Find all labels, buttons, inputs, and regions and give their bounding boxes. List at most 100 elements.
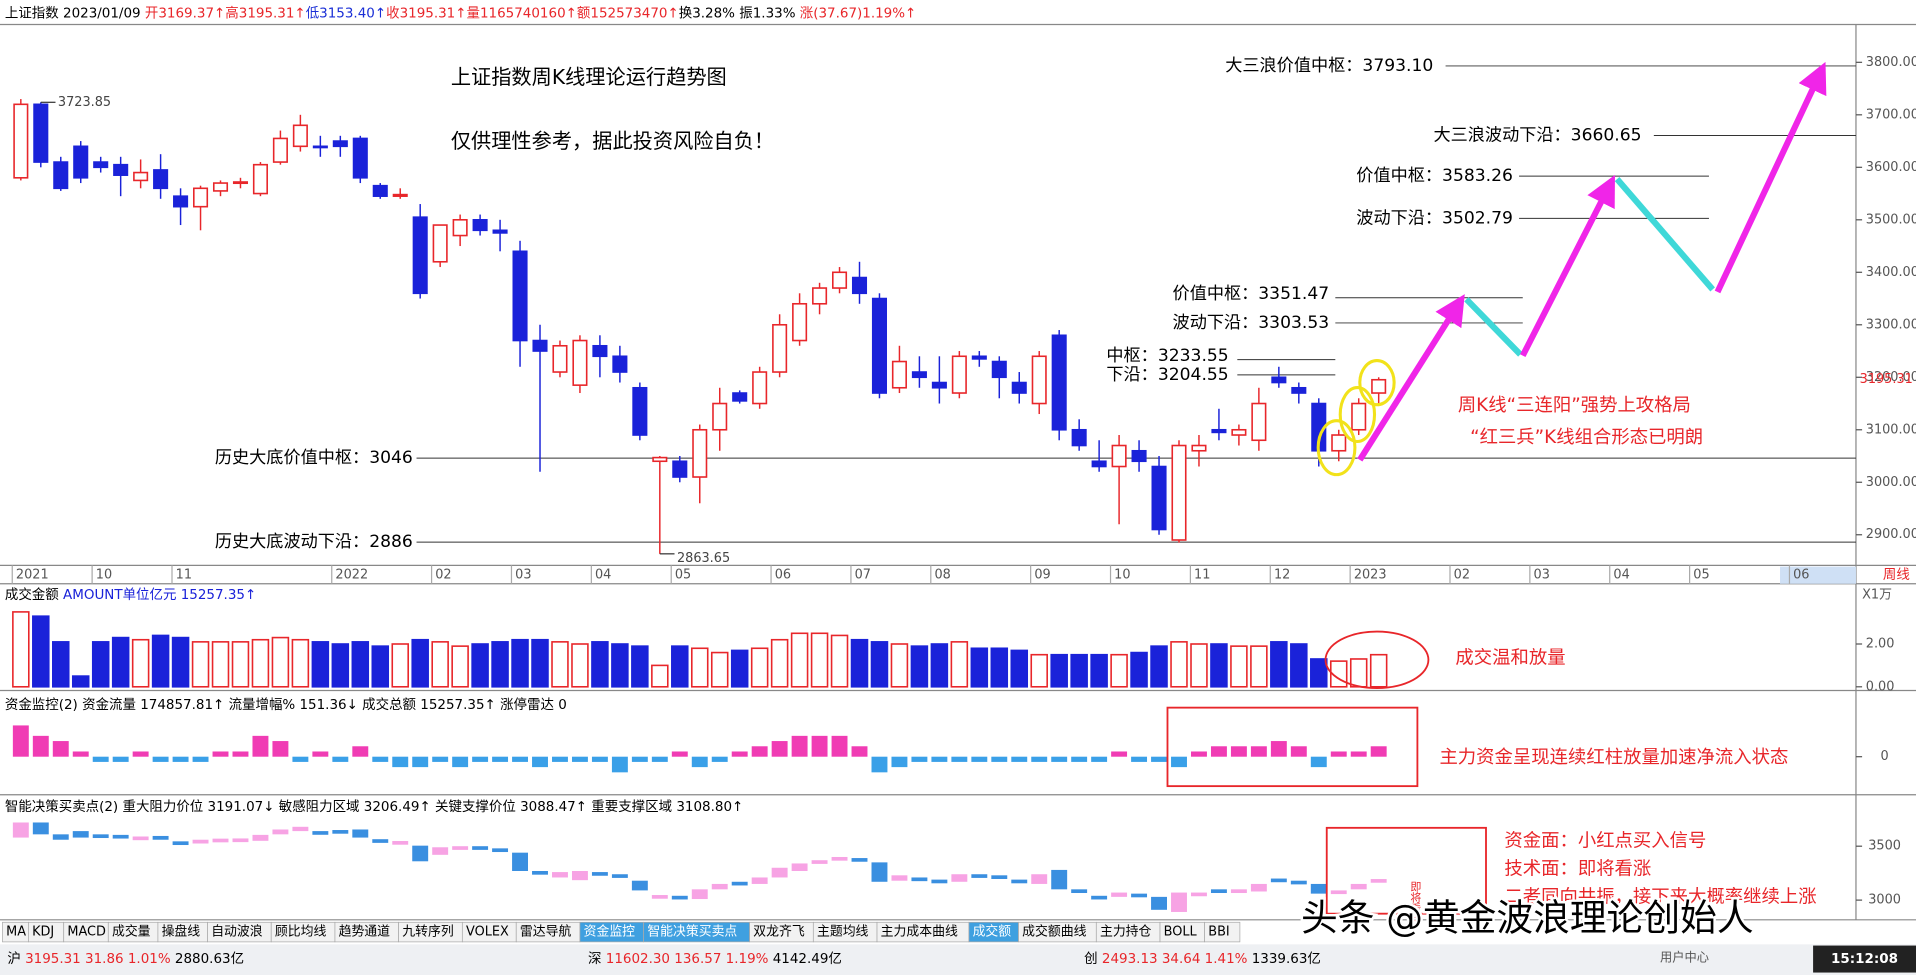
- y-tick-label: 3500.00: [1866, 212, 1916, 227]
- x-tick-label: 07: [855, 568, 871, 583]
- candle-body: [1091, 460, 1107, 468]
- tab[interactable]: [1204, 921, 1241, 943]
- decision-bar: [851, 858, 868, 862]
- volume-bar: [750, 647, 769, 688]
- tab-label[interactable]: 主题均线: [817, 925, 869, 940]
- tab-label[interactable]: 趋势通道: [339, 924, 391, 940]
- volume-bar: [271, 636, 290, 688]
- tab-label[interactable]: 自动波浪: [211, 925, 263, 940]
- candle-body: [33, 103, 49, 163]
- candle-body: [352, 137, 368, 179]
- fund-bar: [152, 756, 169, 762]
- tab-label[interactable]: VOLEX: [466, 925, 509, 940]
- tab-label[interactable]: 成交量: [112, 924, 151, 940]
- candle-body: [193, 187, 209, 208]
- decision-bar: [1210, 889, 1227, 894]
- fund-bar: [971, 756, 988, 762]
- annotation: 资金面：小红点买入信号: [1504, 830, 1706, 851]
- candle-body: [252, 163, 268, 195]
- fund-bar: [831, 735, 848, 757]
- volume-bar: [1190, 643, 1208, 688]
- fund-bar: [292, 756, 309, 762]
- x-tick-label: 06: [1793, 568, 1809, 583]
- volume-bar: [870, 641, 889, 688]
- last-price: 3195.31: [1860, 372, 1913, 387]
- volume-bar: [391, 643, 409, 688]
- decision-bar: [552, 872, 568, 878]
- y-tick-label: 0: [1880, 749, 1888, 764]
- fund-bar: [512, 756, 529, 762]
- level-label: 大三浪价值中枢：3793.10: [1225, 56, 1433, 76]
- volume-bar: [551, 641, 569, 688]
- y-tick-label: 2.00: [1866, 636, 1895, 651]
- highlight-circles: [1316, 359, 1396, 477]
- fund-bar: [492, 756, 509, 762]
- text-segment: 1.41%: [1200, 951, 1247, 967]
- text-segment: 4142.49亿: [768, 951, 841, 967]
- volume-bar: [710, 651, 729, 688]
- tab-label[interactable]: 九转序列: [402, 925, 453, 940]
- x-tick-label: 02: [1454, 568, 1470, 583]
- candle-body: [53, 161, 69, 190]
- decision-bar: [1171, 892, 1187, 912]
- level-label: 波动下沿：3502.79: [1356, 208, 1513, 228]
- chart-subtitle: 仅供理性参考，据此投资风险自负！: [451, 129, 774, 153]
- candle-body: [1271, 376, 1287, 384]
- text-segment: 2493.13: [1098, 951, 1158, 967]
- candle-body: [173, 195, 189, 208]
- tab-label[interactable]: 成交额: [973, 924, 1012, 940]
- volume-bar: [671, 645, 689, 688]
- tab-label[interactable]: 主力成本曲线: [881, 925, 958, 940]
- volume-bar: [511, 638, 529, 688]
- user-center[interactable]: 用户中心: [1660, 949, 1709, 964]
- candle-body: [113, 163, 129, 176]
- candle-body: [232, 181, 249, 185]
- tab-label[interactable]: 顾比均线: [275, 925, 327, 940]
- decision-bar: [1290, 880, 1307, 885]
- text-segment: 高3195.31↑: [225, 4, 305, 21]
- tab-label[interactable]: 双龙齐飞: [753, 924, 805, 940]
- tab-label[interactable]: 成交额曲线: [1022, 924, 1086, 940]
- decision-bar: [112, 834, 129, 839]
- candle-body: [871, 297, 888, 394]
- decision-bar: [332, 830, 349, 834]
- candle-body: [1371, 378, 1387, 394]
- level-label: 下沿：3204.55: [1106, 365, 1228, 385]
- y-tick-label: 3600.00: [1866, 160, 1916, 175]
- volume-bar: [531, 638, 549, 688]
- level-label: 历史大底波动下沿：2886: [215, 532, 413, 552]
- decision-bar: [352, 829, 369, 838]
- tab-label[interactable]: 智能决策买卖点: [647, 924, 737, 940]
- candle-body: [332, 140, 348, 148]
- candle-body: [1291, 386, 1307, 394]
- x-tick-label: 05: [675, 568, 691, 583]
- level-label: 波动下沿：3303.53: [1173, 313, 1330, 333]
- volume-bar: [690, 647, 709, 688]
- decision-bar: [691, 889, 708, 900]
- candle-body: [452, 219, 468, 237]
- tab-label[interactable]: BBI: [1208, 925, 1229, 940]
- fund-bar: [252, 735, 269, 757]
- volume-bar: [1150, 645, 1168, 688]
- fund-bar: [1230, 746, 1247, 757]
- tab-label[interactable]: 雷达导航: [520, 924, 572, 940]
- candle-body: [1331, 434, 1347, 452]
- tab-label[interactable]: KDJ: [32, 925, 54, 940]
- panel-header: 资金监控(2) 资金流量 174857.81↑ 流量增幅% 151.36↓ 成交…: [5, 696, 567, 713]
- tab-label[interactable]: 操盘线: [162, 924, 201, 940]
- tab-label[interactable]: MA: [6, 925, 26, 940]
- fund-bar: [1370, 746, 1387, 757]
- tab-label[interactable]: 主力持仓: [1100, 925, 1152, 940]
- x-tick-label: 06: [775, 568, 791, 583]
- decision-bar: [392, 841, 409, 845]
- fund-bar: [232, 751, 249, 757]
- candle-body: [1211, 428, 1227, 434]
- tab-label[interactable]: MACD: [67, 925, 106, 940]
- tab-label[interactable]: BOLL: [1164, 925, 1198, 940]
- volume-bar: [52, 641, 70, 688]
- candle-body: [492, 229, 508, 234]
- tab-label[interactable]: 资金监控: [584, 924, 636, 940]
- level-label: 中枢：3233.55: [1106, 346, 1228, 366]
- fund-bar: [1330, 751, 1347, 757]
- candle-body: [612, 355, 628, 373]
